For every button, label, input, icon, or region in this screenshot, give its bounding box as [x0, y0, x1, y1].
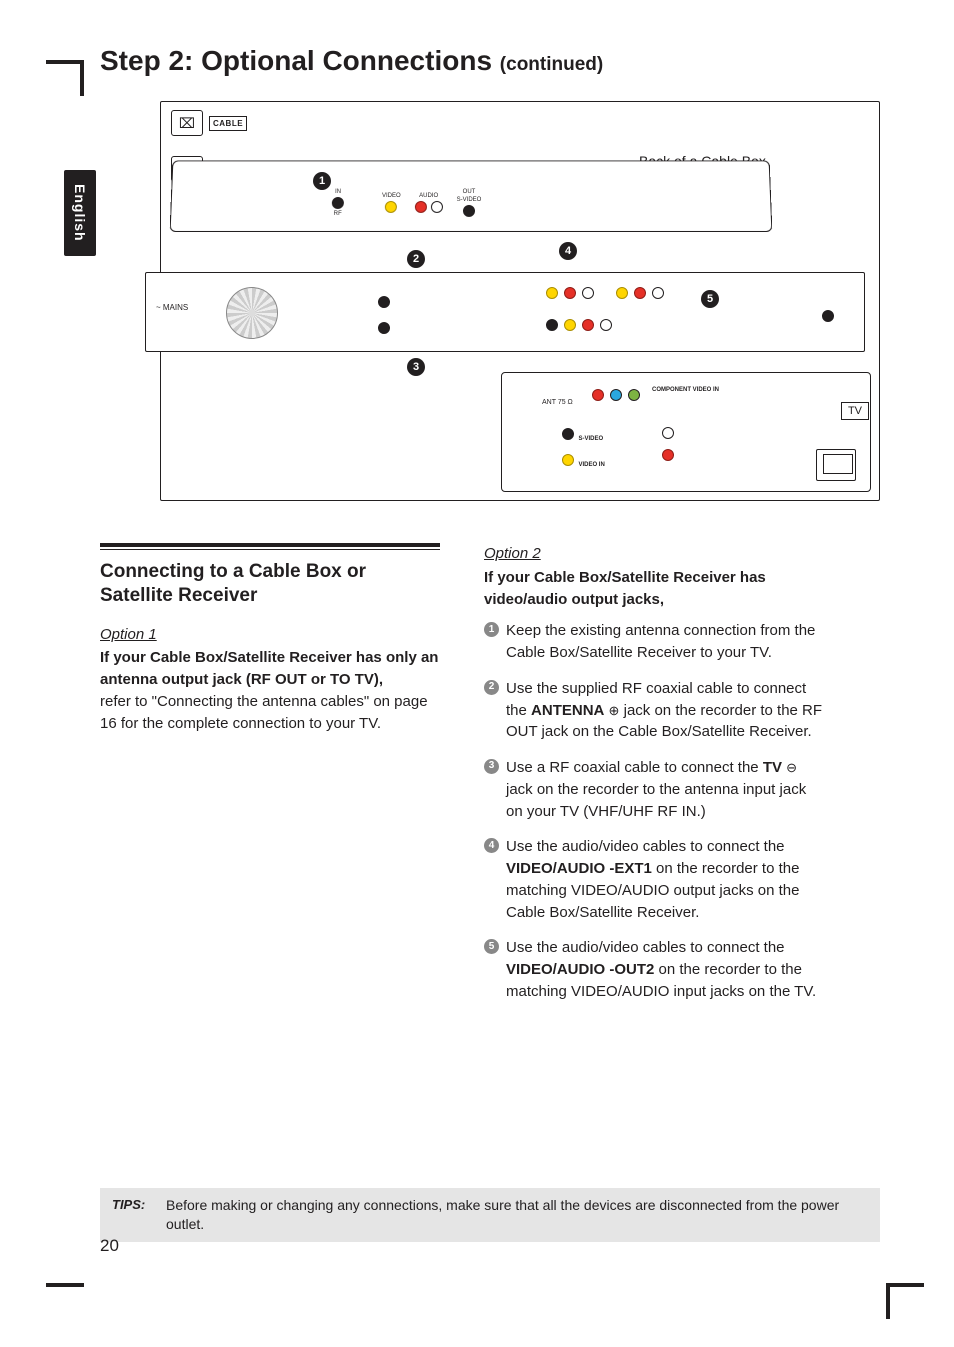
step-text: Use the supplied RF coaxial cable to con…	[506, 680, 822, 741]
rule	[100, 543, 440, 547]
ext2-audio-r-jack	[582, 319, 594, 331]
component-pb-jack	[610, 389, 622, 401]
step-number: 4	[484, 838, 499, 853]
page-number: 20	[100, 1236, 119, 1256]
svideo-out-jack	[463, 205, 475, 217]
cable-label: CABLE	[209, 116, 247, 131]
step-text: Use a RF coaxial cable to connect the TV…	[506, 759, 806, 820]
audio-r-jack	[415, 201, 427, 213]
page-title: Step 2: Optional Connections (continued)	[100, 45, 900, 77]
tv-audio-r-jack	[662, 449, 674, 461]
tips-text: Before making or changing any connection…	[166, 1197, 839, 1232]
step-item: 1 Keep the existing antenna connection fr…	[484, 620, 824, 664]
out2-audio-l-jack	[652, 287, 664, 299]
connection-diagram: ⌧CABLE 📡SATELLITE ⟊ANTENNA Back of a Cab…	[160, 101, 880, 501]
badge-2: 2	[407, 250, 425, 268]
ext1-video-jack	[546, 287, 558, 299]
audio-l-jack	[431, 201, 443, 213]
component-y-jack	[628, 389, 640, 401]
tv-out-icon	[786, 759, 797, 776]
tips-label: TIPS:	[112, 1196, 145, 1214]
title-main: Step 2: Optional Connections	[100, 45, 492, 76]
badge-5: 5	[701, 290, 719, 308]
tv-ant-label: ANT 75 Ω	[542, 399, 573, 406]
step-text: Use the audio/video cables to connect th…	[506, 939, 816, 1000]
cable-icon: ⌧	[171, 110, 203, 136]
step-text: Keep the existing antenna connection fro…	[506, 622, 815, 661]
crop-mark	[46, 60, 84, 64]
title-continued: (continued)	[500, 54, 603, 75]
tv-svideo-jack	[562, 428, 574, 440]
badge-4: 4	[559, 242, 577, 260]
right-column: Option 2 If your Cable Box/Satellite Rec…	[484, 543, 824, 1017]
ext2-audio-l-jack	[600, 319, 612, 331]
crop-mark	[80, 60, 84, 96]
badge-1: 1	[313, 172, 331, 190]
antenna-in-icon	[609, 702, 620, 719]
component-pr-jack	[592, 389, 604, 401]
step-keyword: VIDEO/AUDIO -EXT1	[506, 860, 652, 877]
svideo-label: S-VIDEO	[457, 197, 482, 203]
crop-mark	[46, 1283, 84, 1287]
ext1-audio-l-jack	[582, 287, 594, 299]
tv-video-in-jack	[562, 454, 574, 466]
crop-mark	[886, 1283, 924, 1287]
step-keyword: TV	[763, 759, 782, 776]
tv-label: TV	[841, 402, 869, 420]
component-label: COMPONENT VIDEO IN	[652, 387, 719, 393]
rule	[100, 549, 440, 550]
body-columns: Connecting to a Cable Box or Satellite R…	[100, 543, 900, 1017]
rf-in-jack	[332, 197, 344, 209]
step-item: 4 Use the audio/video cables to connect t…	[484, 836, 824, 923]
coaxial-out-jack	[822, 310, 834, 322]
tv-audio-l-jack	[662, 427, 674, 439]
step-keyword: VIDEO/AUDIO -OUT2	[506, 961, 654, 978]
video-out-jack	[385, 201, 397, 213]
rf-label: RF	[334, 211, 342, 217]
step-number: 3	[484, 759, 499, 774]
fan-vent	[226, 287, 278, 339]
recorder-rear: ~ MAINS	[145, 272, 865, 352]
option-1-body: refer to "Connecting the antenna cables"…	[100, 693, 428, 732]
ext2-video-jack	[564, 319, 576, 331]
step-item: 5 Use the audio/video cables to connect t…	[484, 937, 824, 1002]
option-1-condition: If your Cable Box/Satellite Receiver has…	[100, 649, 438, 688]
step-number: 1	[484, 622, 499, 637]
antenna-in-jack	[378, 296, 390, 308]
option-2-heading: Option 2	[484, 543, 824, 565]
tv-icon	[816, 449, 856, 481]
tips-box: TIPS: Before making or changing any conn…	[100, 1188, 880, 1242]
cable-sat-box-rear: IN RF VIDEO AUDIO OUT	[170, 160, 773, 232]
step-keyword: ANTENNA	[531, 702, 604, 719]
step-number: 2	[484, 680, 499, 695]
tv-rear: ANT 75 Ω COMPONENT VIDEO IN S-VIDEO VIDE…	[501, 372, 871, 492]
mains-label: ~ MAINS	[156, 303, 188, 312]
option-2-steps: 1 Keep the existing antenna connection fr…	[484, 620, 824, 1002]
crop-mark	[886, 1283, 890, 1319]
option-1-text: If your Cable Box/Satellite Receiver has…	[100, 647, 440, 734]
left-column: Connecting to a Cable Box or Satellite R…	[100, 543, 440, 1017]
tv-video-in-label: VIDEO IN	[578, 462, 604, 468]
section-heading: Connecting to a Cable Box or Satellite R…	[100, 560, 440, 608]
tv-out-jack	[378, 322, 390, 334]
step-number: 5	[484, 939, 499, 954]
language-tab: English	[64, 170, 96, 256]
ext1-audio-r-jack	[564, 287, 576, 299]
step-item: 3 Use a RF coaxial cable to connect the T…	[484, 757, 824, 822]
out-label: OUT	[463, 189, 476, 195]
option-2-condition: If your Cable Box/Satellite Receiver has…	[484, 567, 824, 611]
step-item: 2 Use the supplied RF coaxial cable to co…	[484, 678, 824, 743]
step-text: Use the audio/video cables to connect th…	[506, 838, 799, 920]
out2-video-jack	[616, 287, 628, 299]
badge-3: 3	[407, 358, 425, 376]
option-1-heading: Option 1	[100, 624, 440, 646]
svideo-ext2-jack	[546, 319, 558, 331]
tv-svideo-label: S-VIDEO	[578, 436, 603, 442]
video-label: VIDEO	[382, 193, 401, 199]
in-label: IN	[335, 189, 341, 195]
out2-audio-r-jack	[634, 287, 646, 299]
audio-label: AUDIO	[419, 193, 438, 199]
